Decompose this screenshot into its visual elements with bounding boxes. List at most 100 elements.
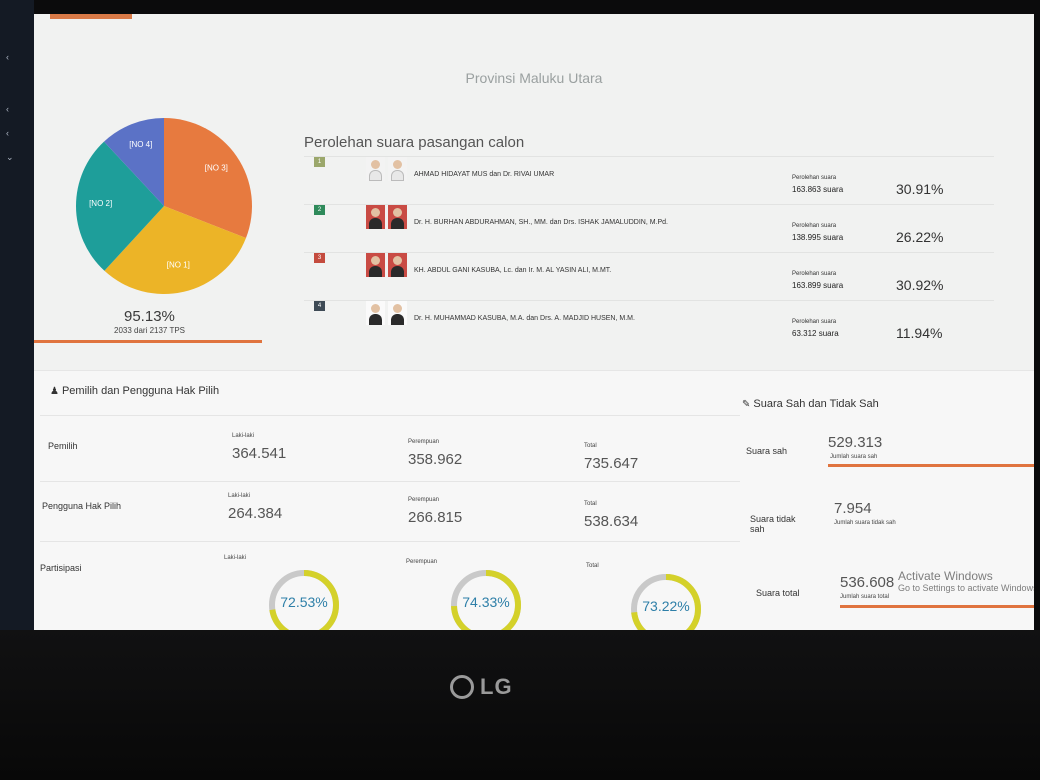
candidate-number-badge: 1 [314,157,325,167]
votes-label: Perolehan suara [792,175,837,181]
chevron-left-icon: ‹ [6,52,9,62]
dashboard-screen: Provinsi Maluku Utara [NO 3] [NO 1] [NO 2]… [34,14,1034,632]
male-label: Laki-laki [232,433,255,439]
candidate-photos [366,157,407,181]
user-icon: ♟ [50,386,59,397]
male-users-value: 264.384 [228,505,283,522]
total-row-label: Suara total [756,588,800,598]
candidate-name: Dr. H. MUHAMMAD KASUBA, M.A. dan Drs. A.… [414,315,635,322]
candidate-number-badge: 4 [314,301,325,311]
brand-text: LG [480,674,513,699]
pie-slice-label: [NO 2] [89,199,112,208]
vote-percent: 11.94% [896,325,943,341]
pie-slice-3[interactable] [76,141,164,271]
candidate-photos [366,205,407,229]
valid-votes-panel: ✎ Suara Sah dan Tidak Sah Suara sah 529.3… [740,384,1034,632]
candidate-photo [388,157,407,181]
province-title: Provinsi Maluku Utara [465,70,603,86]
votes-label: Perolehan suara [792,223,837,229]
candidate-row-3[interactable]: 3 KH. ABDUL GANI KASUBA, Lc. dan Ir. M. … [304,252,994,301]
votes-value: 63.312 suara [792,329,839,338]
male-label: Laki-laki [224,555,247,561]
vote-pie-chart[interactable]: [NO 3] [NO 1] [NO 2] [NO 4] [64,116,264,296]
row-divider [40,541,740,542]
votes-label: Perolehan suara [792,271,837,277]
candidates-title: Perolehan suara pasangan calon [304,134,525,151]
pie-slice-label: [NO 4] [129,140,152,149]
row-divider [40,415,740,416]
chevron-down-icon: ⌄ [6,152,14,162]
candidate-photo [388,205,407,229]
total-voters-value: 735.647 [584,455,639,472]
topbar-accent [50,14,132,19]
valid-panel-title: ✎ Suara Sah dan Tidak Sah [742,398,879,410]
male-participation-donut: 72.53% [268,569,340,632]
donut-ring [269,570,339,632]
activate-windows-watermark: Activate Windows Go to Settings to activ… [898,569,1034,593]
invalid-row-label: Suara tidak sah [750,514,796,534]
invalid-votes-value: 7.954 [834,500,872,517]
vote-percent: 30.92% [896,277,944,293]
male-label: Laki-laki [228,493,251,499]
total-label: Total [584,501,597,507]
total-label: Total [586,563,599,569]
male-voters-value: 364.541 [232,445,287,462]
female-label: Perempuan [408,439,440,445]
participation-percent: 74.33% [462,594,510,610]
candidate-row-4[interactable]: 4 Dr. H. MUHAMMAD KASUBA, M.A. dan Drs. … [304,300,994,349]
candidate-photo [366,157,385,181]
candidate-photos [366,253,407,277]
total-users-value: 538.634 [584,513,639,530]
female-participation-donut: 74.33% [450,569,522,632]
participation-percent: 72.53% [280,594,328,610]
candidate-row-1[interactable]: 1 AHMAD HIDAYAT MUS dan Dr. RIVAI UMAR P… [304,156,994,205]
female-users-value: 266.815 [408,509,463,526]
total-participation-donut: 73.22% [630,573,702,632]
candidate-photo [366,205,385,229]
votes-value: 163.899 suara [792,281,844,290]
candidate-number-badge: 3 [314,253,325,263]
tps-coverage-sub: 2033 dari 2137 TPS [114,326,186,335]
lg-circle-icon [450,675,474,699]
voters-panel-title: ♟ Pemilih dan Pengguna Hak Pilih [50,385,220,397]
pie-slice-2[interactable] [104,206,246,294]
edit-icon: ✎ [742,399,751,410]
candidate-photo [366,253,385,277]
total-votes-value: 536.608 [840,574,895,591]
monitor-bezel-bottom [0,630,1040,780]
votes-label: Perolehan suara [792,319,837,325]
female-voters-value: 358.962 [408,451,463,468]
pie-slice-1[interactable] [164,118,253,238]
pie-slice-label: [NO 1] [167,261,190,270]
participation-percent: 73.22% [642,598,690,614]
candidate-photo [366,301,385,325]
candidate-photos [366,301,407,325]
candidate-photo [388,301,407,325]
votes-value: 138.995 suara [792,233,844,242]
female-label: Perempuan [406,559,438,565]
vote-percent: 30.91% [896,181,944,197]
monitor-bezel-left: ‹ ‹ ‹ ⌄ [0,0,34,640]
candidate-row-2[interactable]: 2 Dr. H. BURHAN ABDURAHMAN, SH., MM. dan… [304,204,994,253]
votes-value: 163.863 suara [792,185,844,194]
valid-votes-underline [828,464,1034,467]
row-label: Partisipasi [40,563,82,573]
coverage-underline [34,340,262,343]
row-divider [40,481,740,482]
female-label: Perempuan [408,497,440,503]
donut-ring [631,574,701,632]
chevron-left-icon: ‹ [6,128,9,138]
total-label: Total [584,443,597,449]
valid-votes-sub: Jumlah suara sah [830,454,878,460]
total-votes-sub: Jumlah suara total [840,594,890,600]
candidate-name: Dr. H. BURHAN ABDURAHMAN, SH., MM. dan D… [414,219,668,226]
pie-slice-4[interactable] [103,118,164,206]
total-votes-underline [840,605,1034,608]
pie-slice-label: [NO 3] [205,163,228,172]
valid-row-label: Suara sah [746,446,788,456]
candidate-name: AHMAD HIDAYAT MUS dan Dr. RIVAI UMAR [414,171,555,178]
tps-coverage-percent: 95.13% [124,308,175,325]
candidate-number-badge: 2 [314,205,325,215]
lg-logo: LG [450,674,513,700]
invalid-votes-sub: Jumlah suara tidak sah [834,520,896,526]
